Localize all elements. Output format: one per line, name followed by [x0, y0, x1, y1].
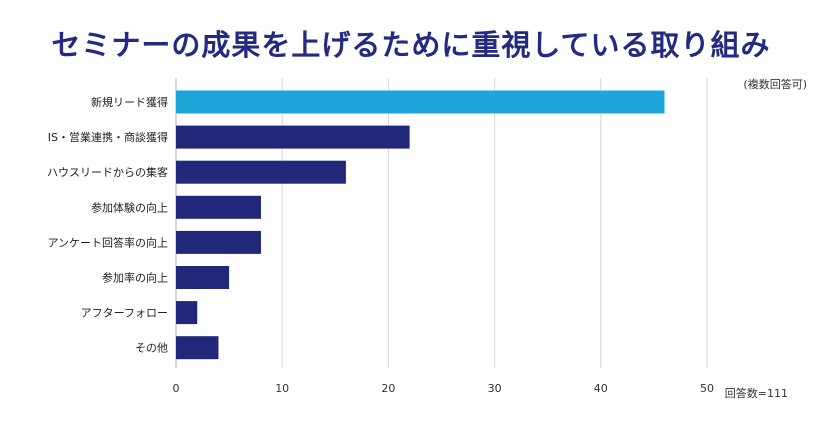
x-tick-label: 40	[594, 382, 608, 395]
grid-lines	[175, 78, 708, 368]
category-label: アンケート回答率の向上	[47, 235, 168, 249]
category-label: その他	[135, 342, 168, 355]
category-labels: 新規リード獲得 IS・営業連携・商談獲得ハウスリードからの集客参加体験の向上アンケ…	[47, 95, 168, 355]
category-label: 参加率の向上	[102, 271, 168, 285]
bar	[176, 195, 261, 219]
x-tick-labels: 0 10 20 30 40 50	[173, 382, 715, 395]
category-label: 参加体験の向上	[91, 200, 168, 214]
category-label: ハウスリードからの集客	[47, 165, 168, 179]
bar	[176, 301, 198, 325]
category-label: 新規リード獲得	[91, 95, 168, 109]
category-label: アフターフォロー	[81, 307, 168, 320]
bar	[176, 336, 219, 360]
multiple-answer-note: (複数回答可)	[743, 78, 807, 91]
x-tick-label: 20	[381, 382, 395, 395]
bar	[176, 230, 261, 254]
bars	[176, 90, 665, 360]
x-tick-label: 10	[275, 382, 289, 395]
respondent-count: 回答数=111	[724, 387, 788, 400]
x-tick-label: 30	[488, 382, 502, 395]
bar	[176, 90, 665, 114]
bar	[176, 125, 410, 149]
bar	[176, 266, 230, 289]
chart-title: セミナーの成果を上げるために重視している取り組み	[51, 28, 771, 62]
category-label: IS・営業連携・商談獲得	[48, 130, 168, 144]
x-tick-label: 50	[700, 382, 714, 395]
bar	[176, 160, 346, 184]
x-tick-label: 0	[173, 382, 180, 395]
